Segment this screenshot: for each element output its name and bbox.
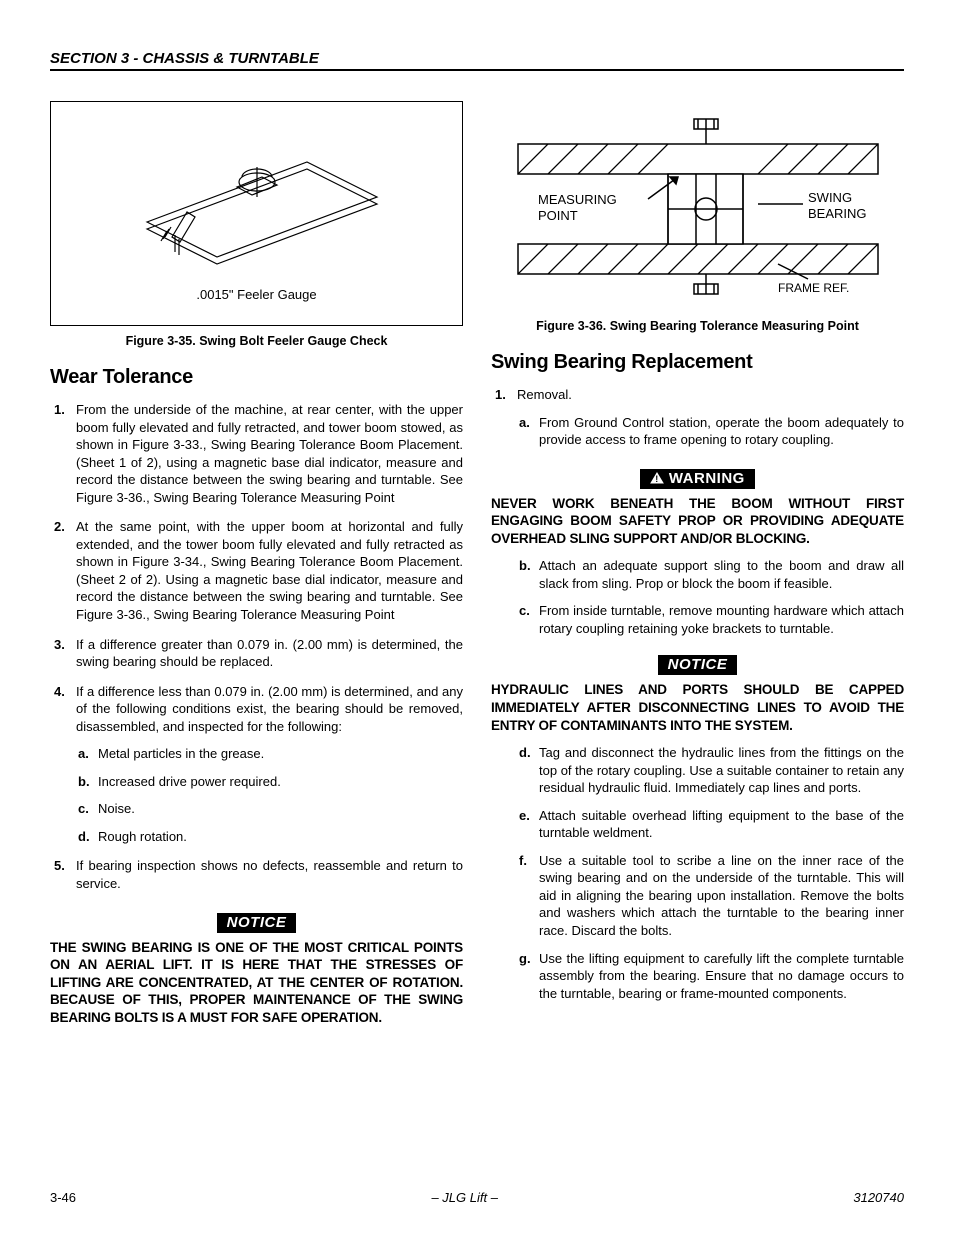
wear-tolerance-list: From the underside of the machine, at re…: [50, 401, 463, 893]
content-columns: .0015" Feeler Gauge Figure 3-35. Swing B…: [50, 101, 904, 1036]
svg-text:!: !: [655, 474, 659, 484]
notice-label-2: NOTICE: [658, 655, 738, 675]
notice-label: NOTICE: [217, 913, 297, 933]
figure-3-35: .0015" Feeler Gauge: [50, 101, 463, 326]
swing-label: SWING: [808, 190, 852, 205]
page-footer: 3-46 – JLG Lift – 3120740: [50, 1190, 904, 1205]
page-number: 3-46: [50, 1190, 76, 1205]
list-item: If a difference less than 0.079 in. (2.0…: [76, 683, 463, 846]
feeler-gauge-illustration: [127, 127, 387, 277]
list-item: Use the lifting equipment to carefully l…: [539, 950, 904, 1003]
section-header: SECTION 3 - CHASSIS & TURNTABLE: [50, 50, 904, 71]
swing-bearing-diagram: MEASURING POINT SWING BEARING FRAME REF.: [498, 104, 898, 309]
list-item: Increased drive power required.: [98, 773, 463, 791]
list-item: From the underside of the machine, at re…: [76, 401, 463, 506]
bearing-label: BEARING: [808, 206, 867, 221]
list-item: Tag and disconnect the hydraulic lines f…: [539, 744, 904, 797]
list-item: If a difference greater than 0.079 in. (…: [76, 636, 463, 671]
list-item: Metal particles in the grease.: [98, 745, 463, 763]
list-item: From inside turntable, remove mounting h…: [539, 602, 904, 637]
list-item: Use a suitable tool to scribe a line on …: [539, 852, 904, 940]
list-item: Attach an adequate support sling to the …: [539, 557, 904, 592]
sublist-4: Metal particles in the grease. Increased…: [76, 745, 463, 845]
point-label: POINT: [538, 208, 578, 223]
list-item: Rough rotation.: [98, 828, 463, 846]
wear-tolerance-title: Wear Tolerance: [50, 366, 463, 389]
notice-text-2: HYDRAULIC LINES AND PORTS SHOULD BE CAPP…: [491, 681, 904, 734]
warning-icon: !: [650, 472, 664, 484]
feeler-gauge-label: .0015" Feeler Gauge: [196, 287, 316, 302]
frame-ref-label: FRAME REF.: [778, 281, 849, 295]
list-text: Removal.: [517, 387, 572, 402]
sublist-bc: Attach an adequate support sling to the …: [491, 557, 904, 637]
warning-text: NEVER WORK BENEATH THE BOOM WITHOUT FIRS…: [491, 495, 904, 548]
figure-3-36-caption: Figure 3-36. Swing Bearing Tolerance Mea…: [491, 319, 904, 333]
right-column: MEASURING POINT SWING BEARING FRAME REF.…: [491, 101, 904, 1036]
footer-brand: – JLG Lift –: [431, 1190, 497, 1205]
sublist-a: From Ground Control station, operate the…: [517, 414, 904, 449]
list-item: Noise.: [98, 800, 463, 818]
figure-3-36: MEASURING POINT SWING BEARING FRAME REF.: [491, 101, 904, 311]
list-item: From Ground Control station, operate the…: [539, 414, 904, 449]
list-item: If bearing inspection shows no defects, …: [76, 857, 463, 892]
replacement-list: Removal. From Ground Control station, op…: [491, 386, 904, 449]
list-item: Attach suitable overhead lifting equipme…: [539, 807, 904, 842]
list-item: Removal. From Ground Control station, op…: [517, 386, 904, 449]
document-number: 3120740: [853, 1190, 904, 1205]
swing-bearing-replacement-title: Swing Bearing Replacement: [491, 351, 904, 374]
notice-text: THE SWING BEARING IS ONE OF THE MOST CRI…: [50, 939, 463, 1027]
measuring-label: MEASURING: [538, 192, 617, 207]
sublist-dg: Tag and disconnect the hydraulic lines f…: [491, 744, 904, 1002]
list-item: At the same point, with the upper boom a…: [76, 518, 463, 623]
list-text: If a difference less than 0.079 in. (2.0…: [76, 684, 463, 734]
warning-label: ! WARNING: [640, 469, 755, 489]
left-column: .0015" Feeler Gauge Figure 3-35. Swing B…: [50, 101, 463, 1036]
figure-3-35-caption: Figure 3-35. Swing Bolt Feeler Gauge Che…: [50, 334, 463, 348]
warning-label-text: WARNING: [669, 470, 745, 487]
